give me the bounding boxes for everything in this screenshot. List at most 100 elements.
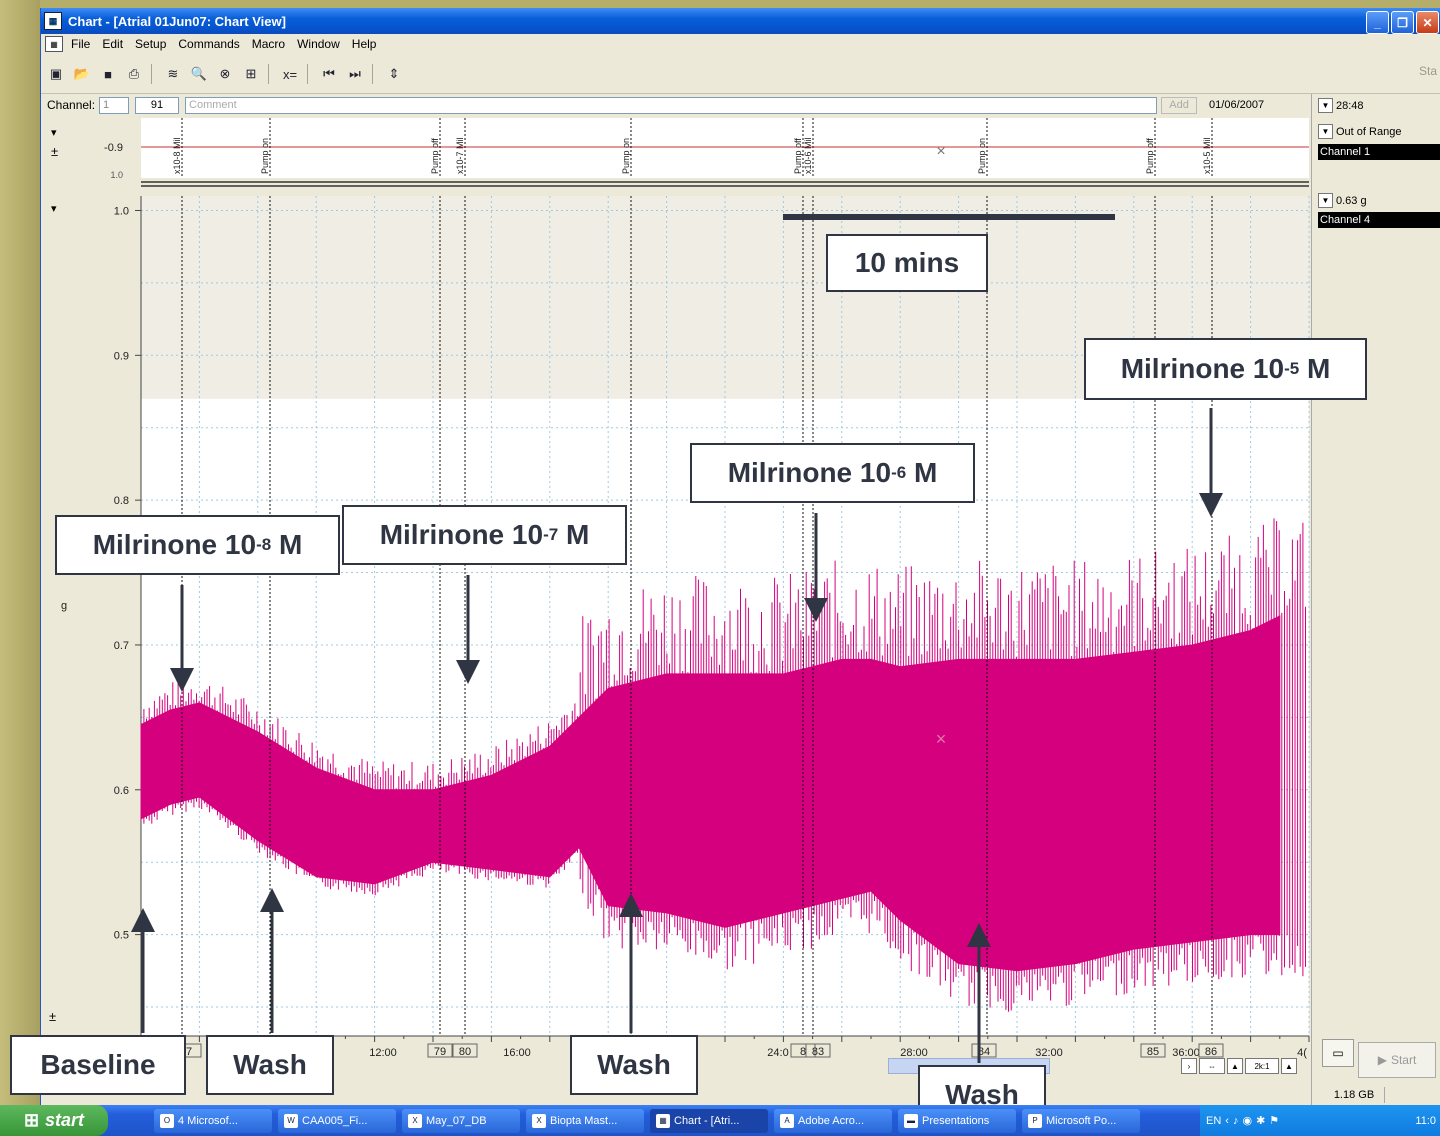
ch1-cursor-x: × bbox=[936, 143, 945, 160]
volume-icon[interactable]: ♪ bbox=[1232, 1114, 1239, 1127]
block-number-label: 7 bbox=[186, 1046, 192, 1058]
language-indicator[interactable]: EN bbox=[1206, 1114, 1222, 1127]
outlook-icon: O bbox=[160, 1113, 174, 1128]
zoom-out-icon[interactable]: ▲ bbox=[1281, 1058, 1297, 1074]
channel-4-chart: 1.0 0.9 0.8 0.7 0.6 0.5 g ▾ ± × bbox=[49, 196, 1310, 1036]
excel-icon: X bbox=[408, 1113, 422, 1128]
close-button[interactable]: ✕ bbox=[1416, 11, 1439, 34]
ch4-dropdown-icon[interactable]: ▼ bbox=[1318, 193, 1333, 208]
datapad-icon[interactable]: ⊞ bbox=[245, 66, 257, 81]
block-number-field[interactable]: 91 bbox=[135, 96, 180, 114]
open-folder-icon[interactable]: 📂 bbox=[73, 66, 91, 81]
y-axis-label: g bbox=[61, 600, 67, 612]
zoom-icon[interactable]: 🔍 bbox=[190, 66, 208, 81]
menu-macro[interactable]: Macro bbox=[251, 37, 286, 51]
new-chart-icon[interactable]: ▣ bbox=[49, 66, 63, 81]
channel-1-strip: -0.9 1.0 x10-8 Mil Pump on Pump off x10-7 Mil… bbox=[51, 118, 1309, 187]
formula-icon[interactable]: x= bbox=[282, 66, 298, 82]
first-block-icon[interactable]: ⏮ bbox=[323, 66, 335, 81]
print-icon[interactable]: ⎙ bbox=[128, 66, 140, 81]
channel-label: Channel: bbox=[47, 98, 96, 112]
block-number-label: 84 bbox=[978, 1046, 990, 1058]
scroll-right-icon[interactable]: › bbox=[1181, 1058, 1197, 1074]
toolbar-separator bbox=[268, 64, 269, 84]
zoom-controls: › ⇔ ▲ 2k:1 ▲ bbox=[1181, 1058, 1297, 1074]
word-icon: W bbox=[284, 1113, 298, 1128]
comment-input[interactable]: Comment bbox=[185, 96, 1158, 114]
wash-label-2: Wash bbox=[570, 1035, 698, 1095]
x-tick-label: 32:00 bbox=[1035, 1047, 1063, 1059]
milrinone-8-label: Milrinone 10 -8 M bbox=[55, 515, 340, 575]
task-biopta[interactable]: X Biopta Mast... bbox=[526, 1108, 644, 1133]
block-number-box bbox=[805, 1043, 831, 1058]
task-may07db[interactable]: X May_07_DB bbox=[402, 1108, 520, 1133]
add-comment-button[interactable]: Add bbox=[1161, 96, 1198, 114]
ch1-marker-label: Pump off bbox=[793, 138, 803, 174]
ch1-name[interactable]: Channel 1 bbox=[1318, 144, 1440, 160]
save-icon[interactable]: ■ bbox=[104, 66, 112, 82]
x-tick-label: 16:00 bbox=[503, 1047, 531, 1059]
start-label: Start bbox=[1390, 1053, 1417, 1067]
start-toolbar-button[interactable]: Sta bbox=[1418, 64, 1437, 78]
start-menu-button[interactable]: ⊞ start bbox=[0, 1105, 108, 1136]
ch1-y-tick-below: 1.0 bbox=[110, 170, 123, 180]
ch1-dropdown-icon[interactable]: ▼ bbox=[1318, 124, 1333, 139]
menu-window[interactable]: Window bbox=[297, 37, 340, 51]
ch1-marker-label: Pump on bbox=[977, 138, 987, 174]
x-tick-label: 12:00 bbox=[369, 1047, 397, 1059]
ch4-cursor-x: × bbox=[936, 729, 947, 749]
security-icon[interactable]: ⚑ bbox=[1269, 1115, 1280, 1127]
task-presentations[interactable]: ▬ Presentations bbox=[898, 1108, 1016, 1133]
block-number-label: 80 bbox=[459, 1046, 471, 1058]
y-tick-label: 0.6 bbox=[114, 785, 129, 797]
block-number-box bbox=[1198, 1043, 1224, 1058]
scope-toggle-icon[interactable]: ▭ bbox=[1322, 1039, 1354, 1067]
x-tick-label: 36:00 bbox=[1172, 1047, 1200, 1059]
menu-setup[interactable]: Setup bbox=[135, 37, 167, 51]
block-number-box bbox=[452, 1043, 478, 1058]
ch1-marker-label: x10-7 Mil bbox=[455, 137, 465, 174]
channel-sort-icon[interactable]: ⇕ bbox=[388, 66, 400, 81]
tray-expand-icon[interactable]: ‹ bbox=[1225, 1114, 1229, 1127]
document-icon[interactable]: ▦ bbox=[45, 36, 63, 52]
ch4-name[interactable]: Channel 4 bbox=[1318, 212, 1440, 228]
scope-icon[interactable]: ≋ bbox=[167, 66, 179, 81]
title-bar[interactable]: ▦ Chart - [Atrial 01Jun07: Chart View] _… bbox=[41, 8, 1440, 34]
menu-help[interactable]: Help bbox=[351, 37, 377, 51]
block-number-box bbox=[1140, 1043, 1166, 1058]
menu-commands[interactable]: Commands bbox=[178, 37, 240, 51]
fit-width-icon[interactable]: ⇔ bbox=[1199, 1058, 1225, 1074]
chart-svg[interactable]: -0.9 1.0 x10-8 Mil Pump on Pump off x10-7 Mil… bbox=[41, 116, 1311, 1076]
baseline-label: Baseline bbox=[10, 1035, 186, 1095]
restore-button[interactable]: ❐ bbox=[1391, 11, 1414, 34]
last-block-icon[interactable]: ⏭ bbox=[349, 66, 361, 81]
ch4-value: 0.63 g bbox=[1336, 194, 1367, 207]
network-icon[interactable]: ◉ bbox=[1242, 1115, 1253, 1127]
time-dropdown-icon[interactable]: ▼ bbox=[1318, 98, 1333, 113]
zoom-ratio[interactable]: 2k:1 bbox=[1245, 1058, 1279, 1074]
acrobat-icon: A bbox=[780, 1113, 794, 1128]
task-chart[interactable]: ▦ Chart - [Atri... bbox=[650, 1108, 768, 1133]
block-number-label: 86 bbox=[1205, 1046, 1217, 1058]
y-tick-label: 0.8 bbox=[114, 495, 129, 507]
ch1-marker-label: Pump off bbox=[1145, 138, 1155, 174]
menu-edit[interactable]: Edit bbox=[102, 37, 124, 51]
wash-label-1: Wash bbox=[206, 1035, 334, 1095]
marker-icon[interactable]: ⊗ bbox=[219, 66, 231, 81]
x-tick-label: 4( bbox=[1297, 1047, 1307, 1059]
start-button[interactable]: ▶ Start bbox=[1358, 1042, 1436, 1078]
plot-area[interactable]: -0.9 1.0 x10-8 Mil Pump on Pump off x10-7 Mil… bbox=[41, 116, 1311, 1076]
chart-icon: ▦ bbox=[656, 1113, 670, 1128]
ch1-plot-bg bbox=[141, 118, 1309, 178]
channel-spinner[interactable]: 1 bbox=[99, 96, 130, 114]
minimize-button[interactable]: _ bbox=[1366, 11, 1389, 34]
menu-file[interactable]: File bbox=[71, 37, 91, 51]
task-caa005[interactable]: W CAA005_Fi... bbox=[278, 1108, 396, 1133]
x-tick-label: 24:0 bbox=[767, 1047, 788, 1059]
bluetooth-icon[interactable]: ✱ bbox=[1256, 1115, 1266, 1127]
zoom-in-icon[interactable]: ▲ bbox=[1227, 1058, 1243, 1074]
task-adobe[interactable]: A Adobe Acro... bbox=[774, 1108, 892, 1133]
time-display: 28:48 bbox=[1336, 99, 1364, 112]
task-powerpoint[interactable]: P Microsoft Po... bbox=[1022, 1108, 1140, 1133]
